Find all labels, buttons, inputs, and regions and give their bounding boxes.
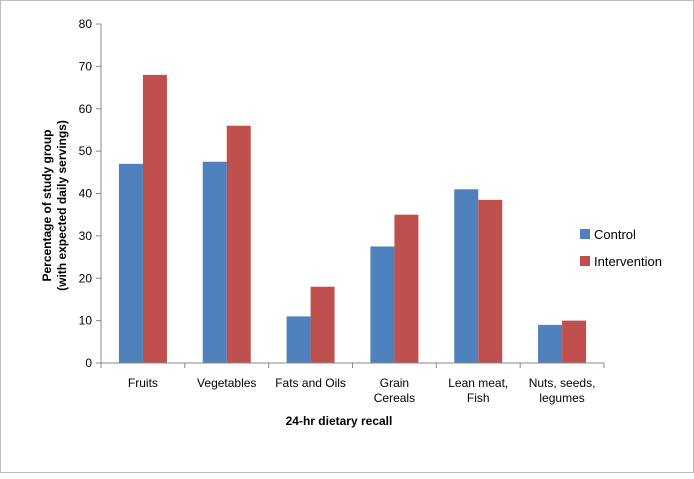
bar-intervention [310, 286, 335, 363]
y-tick-label: 30 [79, 229, 93, 243]
x-tick-label: Vegetables [197, 376, 256, 390]
legend-label-intervention: Intervention [594, 254, 662, 269]
x-axis: Fruits Vegetables Fats and Oils Grain Cereal… [100, 362, 605, 405]
x-tick-label-line: Fruits [128, 376, 158, 390]
x-tick-label-line: Nuts, seeds, [529, 376, 596, 390]
bar-intervention [394, 214, 419, 363]
bars [118, 74, 587, 363]
y-axis: 0 10 20 30 40 50 60 70 80 [79, 17, 102, 370]
y-tick-label: 50 [79, 144, 93, 158]
x-tick-label-line: Fish [467, 391, 490, 405]
x-tick-label-line: Grain [380, 376, 409, 390]
bar-intervention [142, 74, 167, 363]
x-tick-label-line: Vegetables [197, 376, 256, 390]
y-tick-label: 60 [79, 102, 93, 116]
legend: Control Intervention [580, 227, 662, 269]
y-tick-label: 80 [79, 17, 93, 31]
bar-control [286, 316, 311, 363]
y-axis-title: Percentage of study group(with expected … [40, 120, 69, 291]
legend-label-control: Control [594, 227, 636, 242]
y-tick-label: 70 [79, 59, 93, 73]
y-axis-title-line: (with expected daily servings) [55, 120, 69, 291]
x-tick-label: Lean meat, Fish [448, 376, 508, 405]
y-axis-title-line: Percentage of study group [40, 129, 54, 281]
x-tick-label-line: legumes [539, 391, 584, 405]
legend-swatch-intervention [580, 256, 590, 266]
y-axis-title-text: Percentage of study group(with expected … [40, 120, 69, 291]
bar-intervention [478, 199, 503, 363]
x-axis-title: 24-hr dietary recall [286, 414, 393, 428]
y-tick-label: 20 [79, 271, 93, 285]
x-tick-label-line: Lean meat, [448, 376, 508, 390]
y-tick-label: 0 [85, 356, 92, 370]
y-tick-label: 10 [79, 314, 93, 328]
x-tick-label-line: Cereals [374, 391, 415, 405]
bar-intervention [562, 320, 587, 363]
x-tick-label: Fats and Oils [275, 376, 346, 390]
bar-control [370, 246, 395, 363]
y-tick-label: 40 [79, 187, 93, 201]
bar-control [202, 161, 227, 363]
legend-swatch-control [580, 229, 590, 239]
x-tick-label-line: Fats and Oils [275, 376, 346, 390]
x-tick-label: Nuts, seeds, legumes [529, 376, 596, 405]
bar-control [118, 163, 143, 363]
bar-intervention [226, 125, 251, 363]
bar-control [454, 189, 479, 363]
x-tick-label: Grain Cereals [374, 376, 415, 405]
x-tick-label: Fruits [128, 376, 158, 390]
bar-control [538, 324, 563, 363]
